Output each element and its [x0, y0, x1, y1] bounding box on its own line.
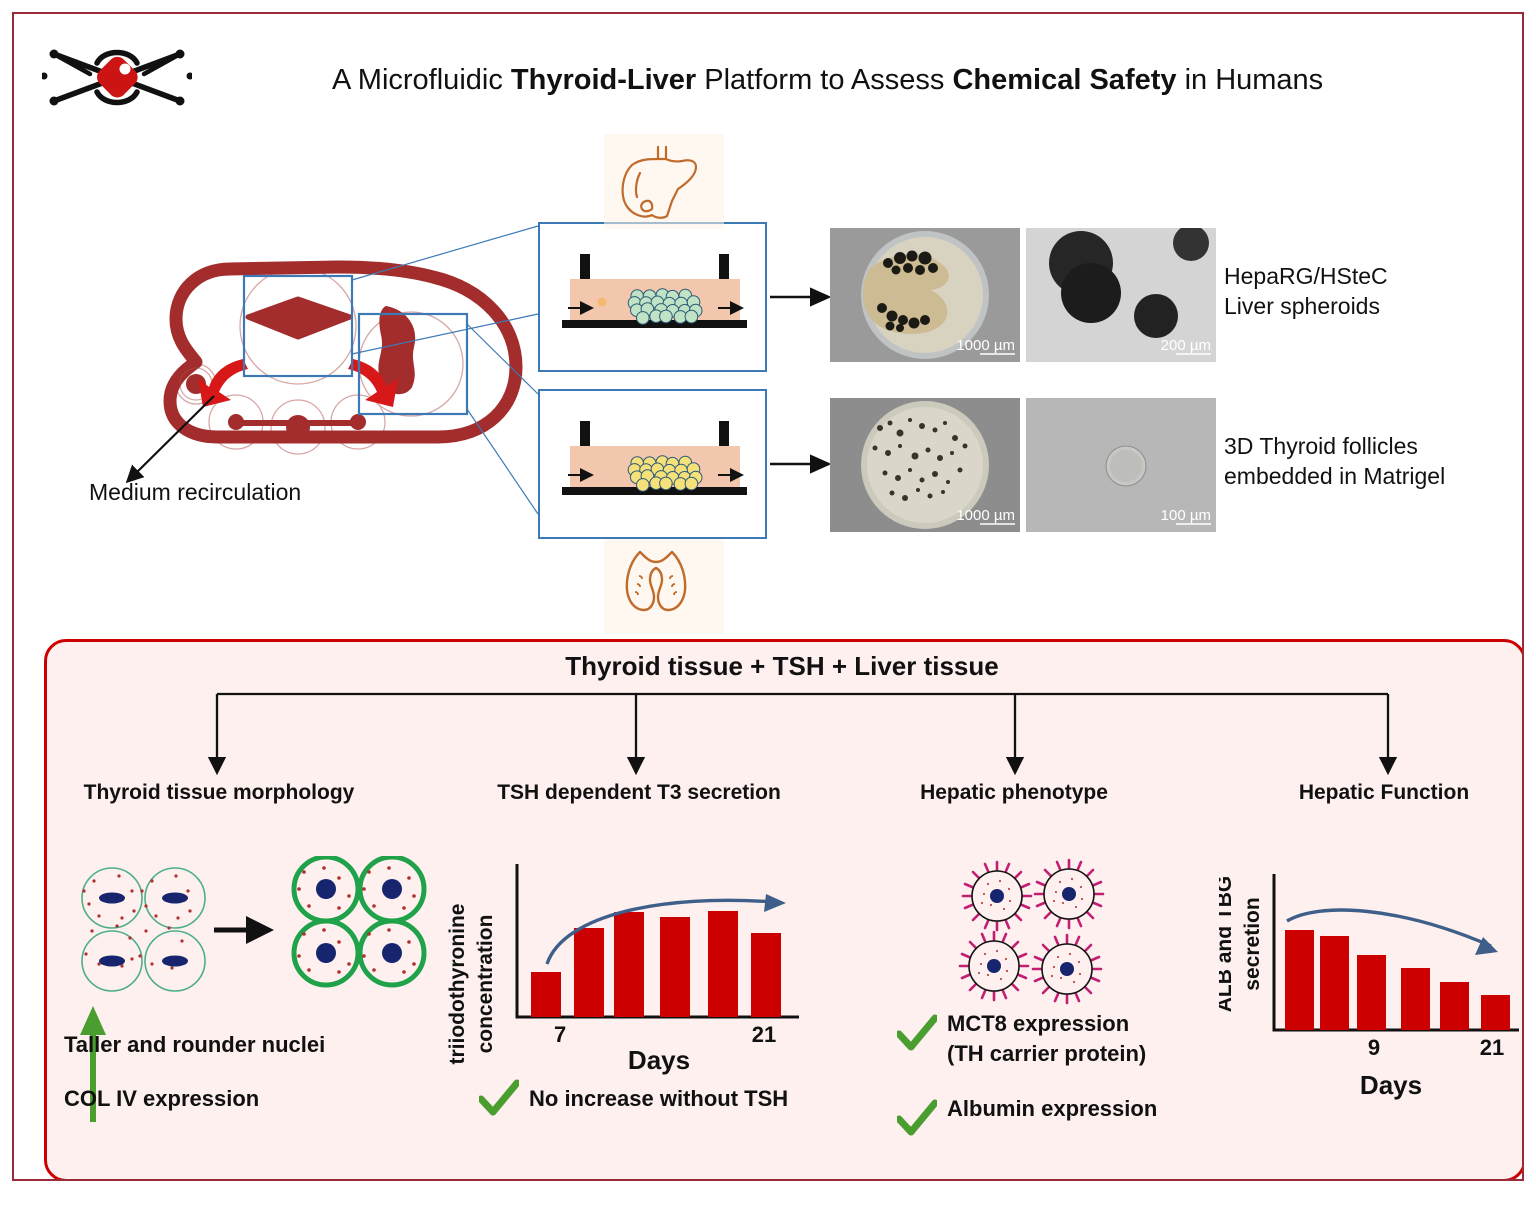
svg-text:1000 µm: 1000 µm [956, 507, 1015, 524]
svg-text:secretion: secretion [1241, 897, 1264, 990]
svg-text:100 µm: 100 µm [1161, 507, 1211, 524]
svg-text:Days: Days [1360, 1070, 1422, 1100]
svg-text:7: 7 [554, 1022, 566, 1047]
svg-text:200 µm: 200 µm [1161, 337, 1211, 354]
svg-text:1000 µm: 1000 µm [956, 337, 1015, 354]
svg-text:Days: Days [628, 1045, 690, 1075]
svg-text:ALB and TBG: ALB and TBG [1219, 876, 1236, 1013]
svg-text:9: 9 [1368, 1035, 1380, 1060]
svg-text:21: 21 [752, 1022, 776, 1047]
svg-text:triiodothyronine: triiodothyronine [446, 904, 469, 1065]
svg-text:21: 21 [1480, 1035, 1504, 1060]
svg-text:concentration: concentration [474, 915, 497, 1054]
